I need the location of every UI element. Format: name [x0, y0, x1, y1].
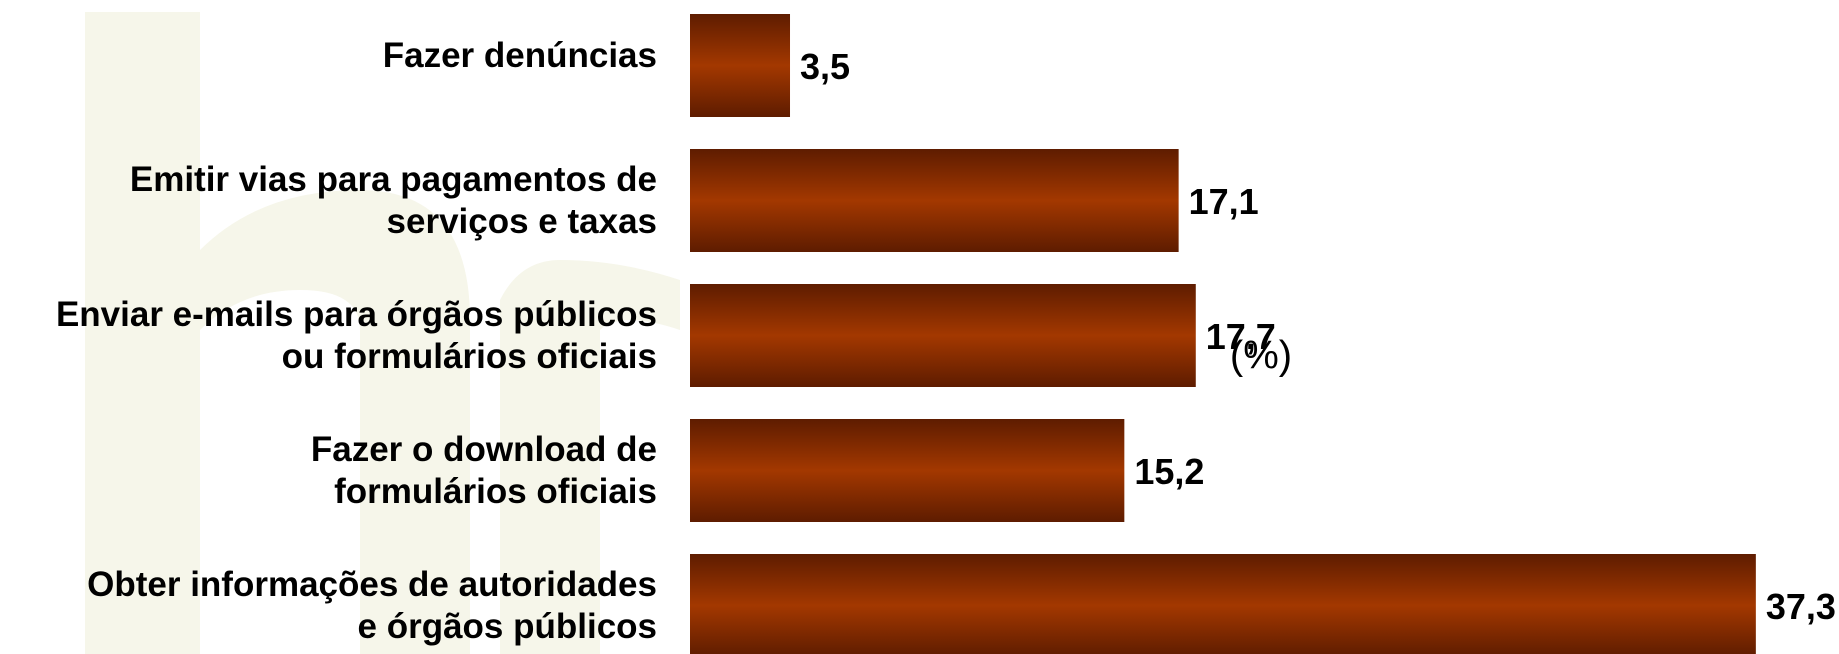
- watermark: [85, 12, 680, 654]
- value-label: 15,2: [1134, 451, 1204, 492]
- value-label: 17,1: [1189, 181, 1259, 222]
- category-label: Fazer o download de formulários oficiais: [310, 429, 657, 511]
- value-label: 3,5: [800, 46, 850, 87]
- bar: [690, 14, 791, 117]
- bar: [690, 554, 1756, 654]
- category-label: Obter informações de autoridades e órgão…: [87, 564, 657, 646]
- value-label: 37,3: [1766, 586, 1836, 627]
- bar: [690, 149, 1179, 252]
- bar: [690, 284, 1196, 387]
- unit-annotation: (%): [1230, 334, 1292, 378]
- category-label: Fazer denúncias: [382, 35, 657, 75]
- value-label: 17,7: [1206, 316, 1276, 357]
- category-label: Emitir vias para pagamentos de serviços …: [129, 159, 657, 241]
- bar: [690, 419, 1125, 522]
- category-label: Enviar e-mails para órgãos públicos ou f…: [55, 294, 657, 376]
